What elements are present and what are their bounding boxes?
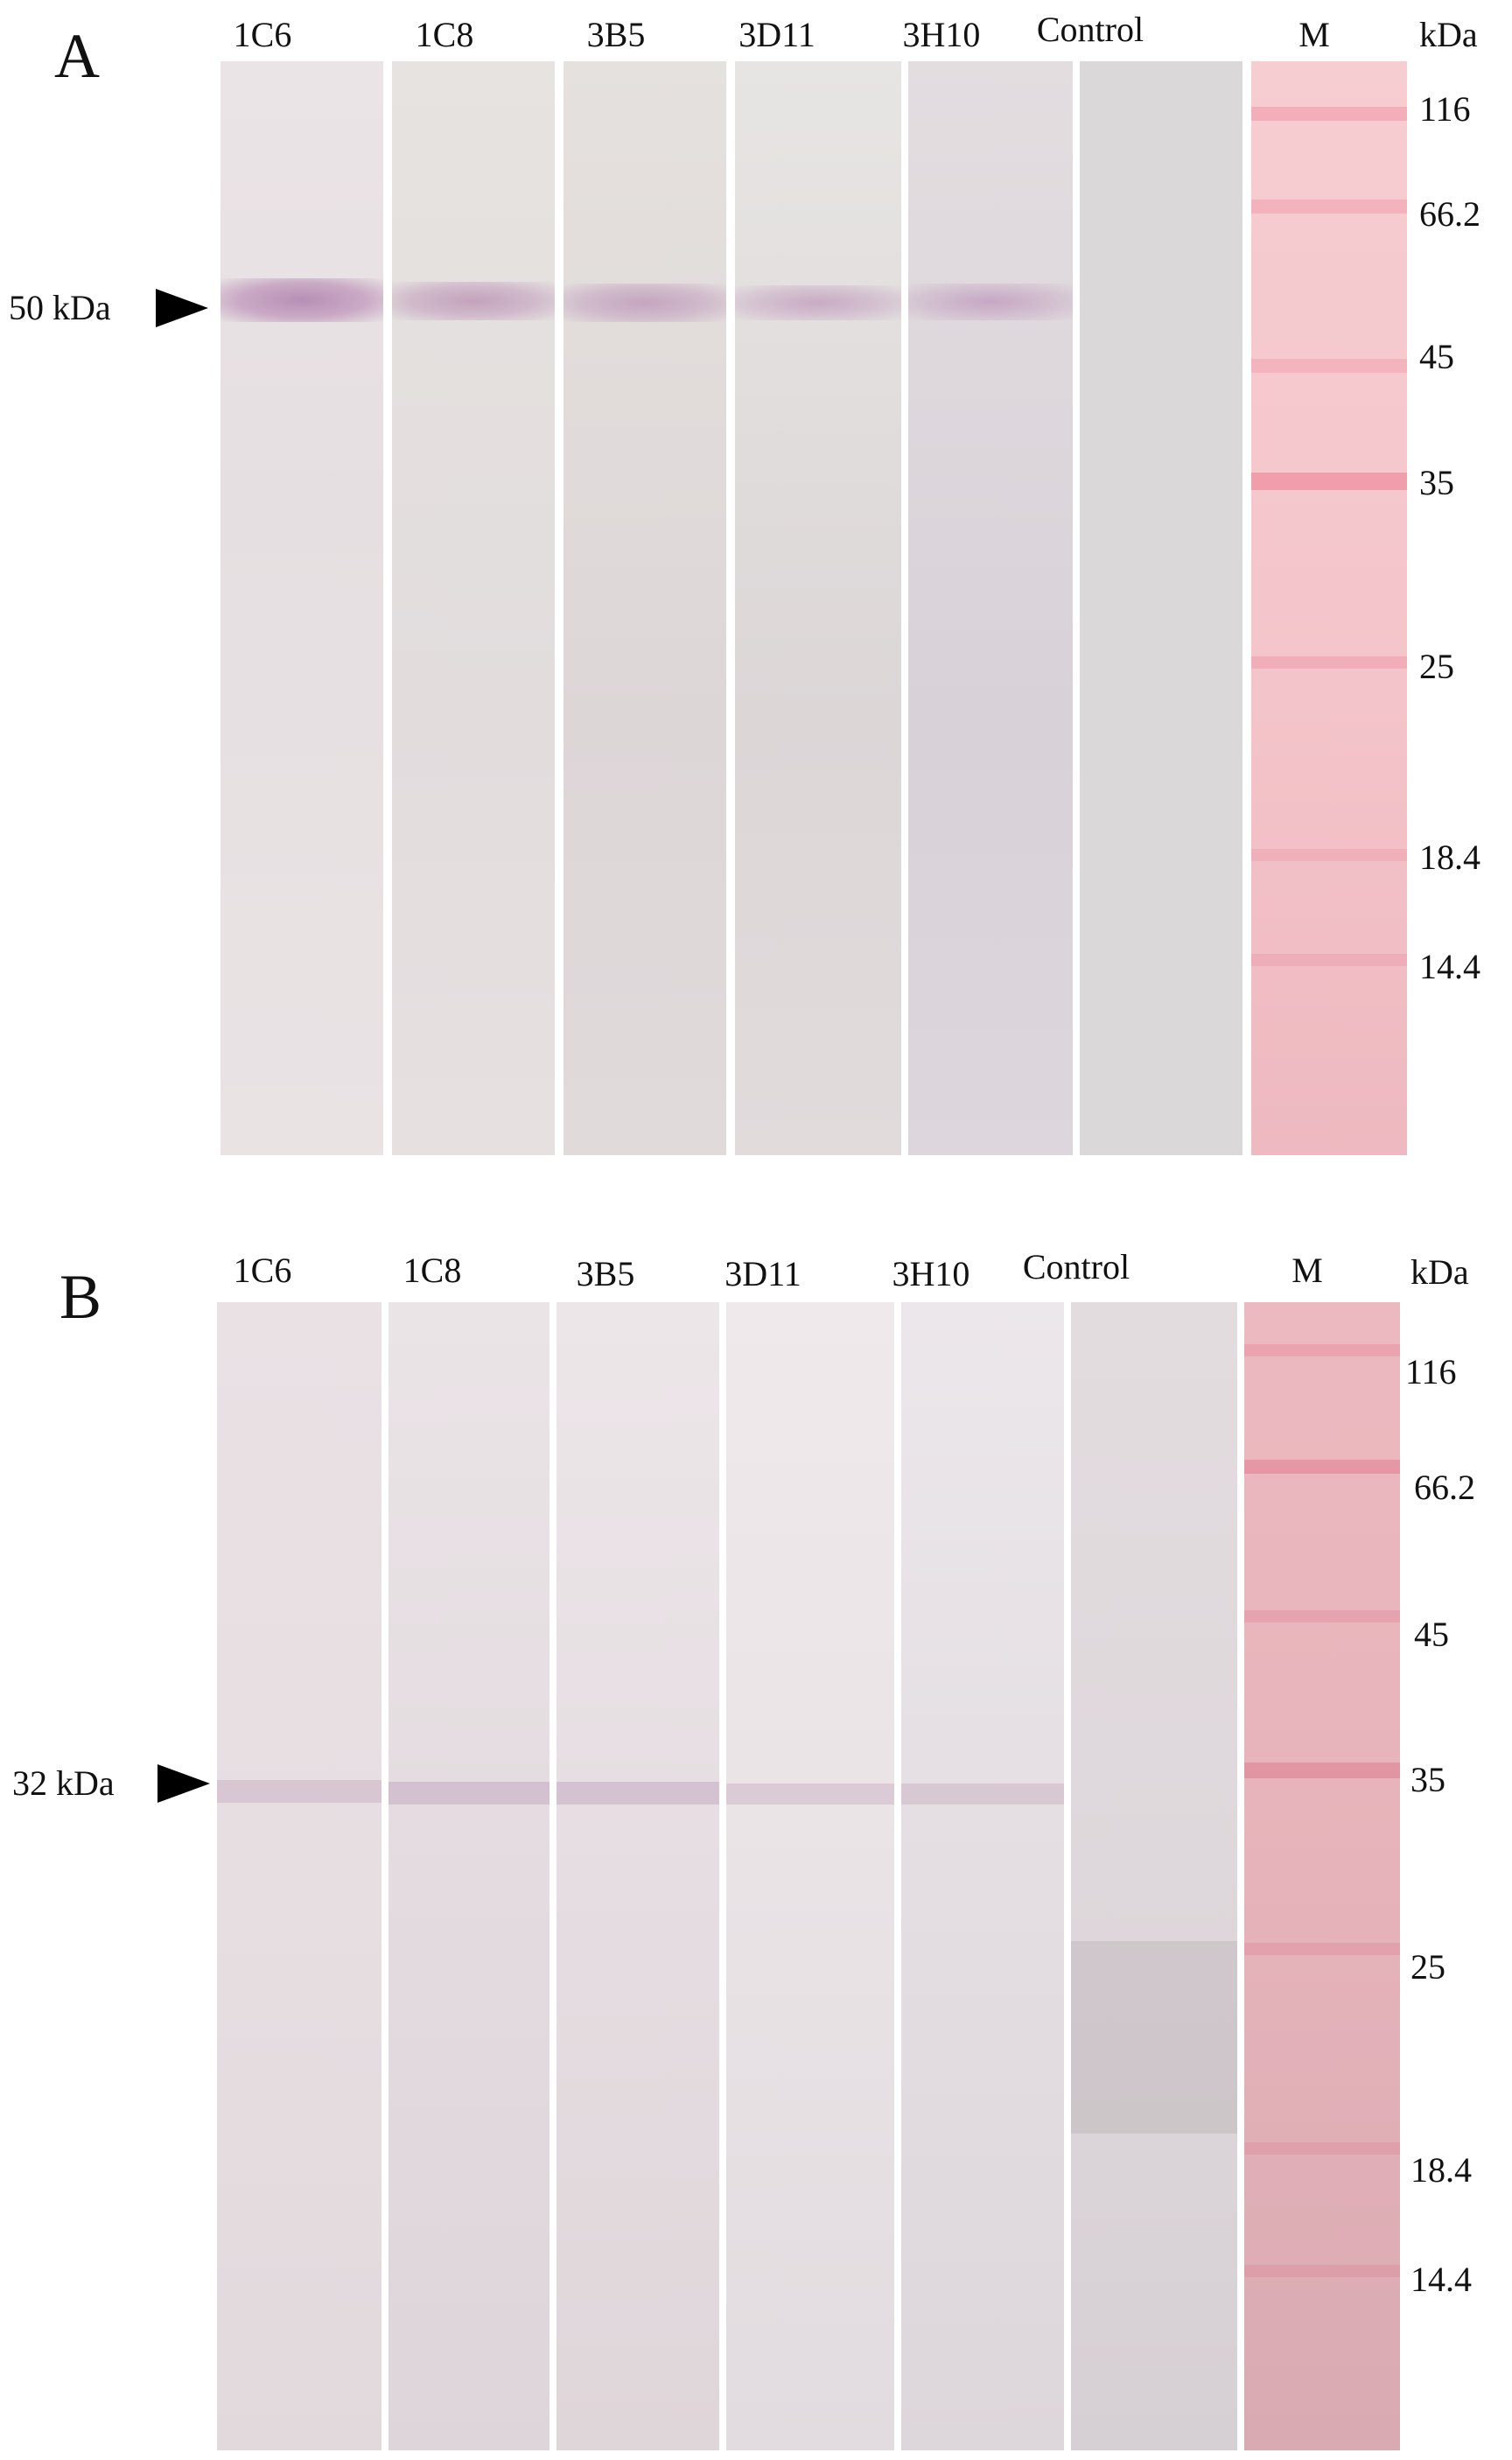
blot-band [217, 1780, 382, 1803]
blot-strip-3d11 [726, 1302, 894, 2450]
blot-band [908, 284, 1073, 320]
blot-strip-control [1080, 61, 1242, 1155]
blot-strip-1c6 [220, 61, 383, 1155]
lane-label-marker: M [1298, 15, 1330, 54]
marker-label-35: 35 [1410, 1760, 1446, 1799]
marker-label-116: 116 [1419, 89, 1471, 129]
marker-band-18-4 [1251, 849, 1407, 861]
marker-band-25 [1251, 656, 1407, 669]
panel-b: B 1C6 1C8 3B5 3D11 3H10 Control M kDa 11… [0, 1225, 1512, 2460]
marker-label-45: 45 [1414, 1615, 1449, 1654]
blot-strip-3b5 [556, 1302, 719, 2450]
blot-strip-1c8 [388, 1302, 550, 2450]
blot-strip-3b5 [564, 61, 726, 1155]
marker-band-14-4 [1244, 2265, 1400, 2277]
blot-band [556, 1782, 719, 1805]
kda-unit-label: kDa [1410, 1252, 1469, 1292]
marker-label-14-4: 14.4 [1419, 947, 1480, 986]
marker-band-45 [1244, 1610, 1400, 1622]
marker-band-66-2 [1244, 1460, 1400, 1474]
blot-strip-1c8 [392, 61, 555, 1155]
blot-strip-marker [1251, 61, 1407, 1155]
marker-label-116: 116 [1405, 1352, 1457, 1391]
blot-strip-marker [1244, 1302, 1400, 2450]
lane-label-control: Control [1036, 10, 1144, 49]
blot-band [388, 1782, 550, 1805]
marker-label-45: 45 [1419, 337, 1454, 376]
blot-strip-3h10 [908, 61, 1073, 1155]
marker-label-66-2: 66.2 [1414, 1468, 1475, 1507]
lane-label-1c8: 1C8 [402, 1251, 462, 1290]
marker-band-35 [1251, 473, 1407, 490]
kda-unit-label: kDa [1419, 15, 1478, 54]
lane-label-1c6: 1C6 [233, 1251, 292, 1290]
marker-label-18-4: 18.4 [1419, 838, 1480, 877]
marker-band-25 [1244, 1943, 1400, 1955]
lane-label-3h10: 3H10 [902, 15, 981, 54]
lane-label-3h10: 3H10 [892, 1254, 970, 1293]
marker-band-66-2 [1251, 200, 1407, 214]
lane-label-control: Control [1022, 1247, 1130, 1286]
marker-label-25: 25 [1419, 647, 1454, 686]
marker-band-45 [1251, 359, 1407, 373]
marker-label-14-4: 14.4 [1410, 2260, 1472, 2299]
blot-strip-3d11 [735, 61, 901, 1155]
blot-band [392, 282, 555, 320]
marker-label-25: 25 [1410, 1947, 1446, 1987]
panel-a: A 1C6 1C8 3B5 3D11 3H10 Control M kDa 11… [0, 0, 1512, 1164]
panel-letter: B [60, 1262, 102, 1332]
arrow-label: 32 kDa [12, 1763, 115, 1803]
lane-label-3d11: 3D11 [738, 15, 816, 54]
lane-label-3d11: 3D11 [724, 1254, 802, 1293]
arrow-label: 50 kDa [9, 288, 111, 327]
blot-strip-control [1071, 1302, 1237, 2450]
arrow-icon [156, 289, 208, 327]
marker-band-116 [1251, 107, 1407, 121]
marker-label-35: 35 [1419, 463, 1454, 502]
blot-strip-1c6 [217, 1302, 382, 2450]
marker-band-18-4 [1244, 2142, 1400, 2155]
lane-label-marker: M [1292, 1251, 1323, 1290]
lane-label-1c8: 1C8 [415, 15, 474, 54]
marker-label-18-4: 18.4 [1410, 2150, 1472, 2190]
marker-band-14-4 [1251, 954, 1407, 966]
blot-band [1071, 1941, 1237, 2134]
blot-band [564, 284, 726, 322]
blot-band [901, 1784, 1064, 1805]
blot-strip-3h10 [901, 1302, 1064, 2450]
lane-label-1c6: 1C6 [233, 15, 292, 54]
panel-letter: A [54, 21, 100, 91]
arrow-icon [158, 1764, 210, 1803]
blot-band [726, 1784, 894, 1805]
blot-band [735, 285, 901, 320]
marker-band-116 [1244, 1344, 1400, 1356]
lane-label-3b5: 3B5 [576, 1254, 635, 1293]
lane-label-3b5: 3B5 [586, 15, 646, 54]
blot-band [220, 278, 383, 322]
marker-label-66-2: 66.2 [1419, 194, 1480, 234]
marker-band-35 [1244, 1763, 1400, 1778]
